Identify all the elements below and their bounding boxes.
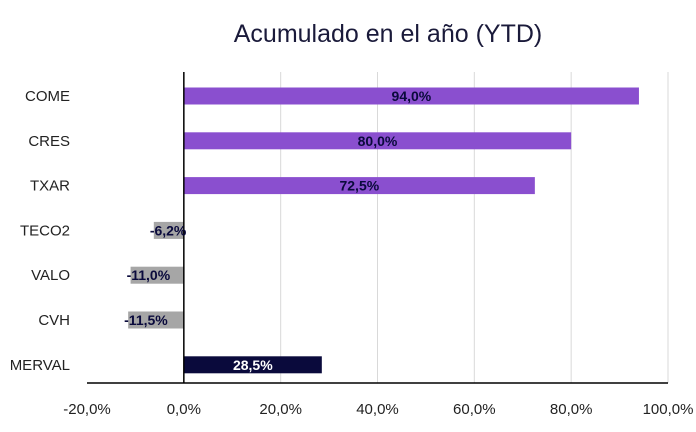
category-label-txar: TXAR: [30, 178, 70, 195]
x-tick-label-0: -20,0%: [63, 401, 111, 418]
category-label-cvh: CVH: [38, 312, 70, 329]
gridlines: [280, 72, 669, 383]
data-label-cvh: -11,5%: [124, 312, 168, 328]
bars: [128, 87, 639, 374]
bar-valo: [130, 266, 184, 284]
x-tick-label-1: 0,0%: [167, 401, 201, 418]
category-label-valo: VALO: [31, 267, 70, 284]
x-tick-label-6: 100,0%: [643, 401, 694, 418]
data-label-valo: -11,0%: [127, 267, 171, 283]
data-label-teco2: -6,2%: [150, 222, 187, 238]
bar-merval: [183, 356, 322, 374]
data-label-come: 94,0%: [392, 88, 432, 104]
bar-txar: [183, 177, 535, 195]
axes: [87, 72, 668, 384]
labels: COME 94,0% CRES 80,0% TXAR 72,5% TECO2 -6,2% VAL…: [10, 88, 694, 418]
data-label-txar: 72,5%: [339, 178, 379, 194]
category-label-come: COME: [25, 88, 70, 105]
bar-cvh: [128, 311, 184, 329]
category-label-teco2: TECO2: [20, 222, 70, 239]
category-label-merval: MERVAL: [10, 357, 70, 374]
x-tick-label-4: 60,0%: [453, 401, 496, 418]
data-label-cres: 80,0%: [358, 133, 398, 149]
x-tick-label-5: 80,0%: [550, 401, 593, 418]
x-tick-label-3: 40,0%: [356, 401, 399, 418]
bar-cres: [183, 132, 572, 150]
x-tick-label-2: 20,0%: [259, 401, 302, 418]
data-label-merval: 28,5%: [233, 357, 273, 373]
chart-title: Acumulado en el año (YTD): [234, 20, 542, 48]
category-label-cres: CRES: [28, 133, 70, 150]
bar-come: [183, 87, 639, 105]
bar-teco2: [153, 221, 184, 239]
